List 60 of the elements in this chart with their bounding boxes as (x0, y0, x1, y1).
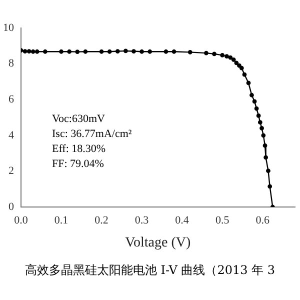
point (228, 55, 233, 60)
point (172, 49, 176, 54)
point (260, 126, 264, 130)
point (132, 49, 136, 54)
x-tick-label: 0.3 (134, 214, 150, 226)
annotation: Voc:630mV (52, 112, 106, 127)
y-tick-label: 8 (8, 58, 14, 70)
text: 高效多晶黑硅太阳能电池 I-V 曲线（2013 年 3 (24, 262, 276, 279)
point (252, 99, 257, 104)
point (250, 92, 254, 98)
point (234, 60, 239, 66)
annotation: Isc: 36.77mA/cm² (52, 127, 132, 142)
point (26, 49, 32, 54)
point (258, 120, 262, 125)
point (262, 143, 268, 148)
point (242, 72, 247, 77)
x-tick-label: 0.2 (94, 214, 108, 226)
x-tick-label: 0.5 (215, 214, 230, 226)
point (123, 48, 128, 54)
point (237, 63, 242, 68)
point (115, 49, 120, 54)
y-tick-label: 10 (3, 22, 14, 34)
x-axis-title: Voltage (V) (125, 235, 191, 250)
point (34, 49, 40, 54)
point (256, 114, 261, 118)
annotation: FF: 79.04% (52, 157, 105, 172)
point (99, 49, 104, 54)
x-tick-label: 0.0 (14, 214, 28, 226)
point (220, 53, 225, 58)
y-tick-label: 6 (8, 93, 14, 106)
point (261, 133, 266, 138)
point (268, 184, 272, 189)
point (266, 168, 270, 174)
point (204, 50, 208, 56)
point (140, 49, 144, 54)
point (67, 49, 72, 54)
point (59, 49, 64, 54)
point (224, 54, 229, 58)
point (107, 49, 112, 54)
point (212, 52, 216, 56)
annotation: Eff: 18.30% (52, 142, 107, 157)
point (239, 66, 244, 70)
point (42, 49, 48, 54)
point (264, 155, 268, 160)
point (231, 57, 236, 62)
point (164, 49, 168, 54)
x-tick-label: 0.1 (54, 214, 68, 226)
y-tick-label: 4 (8, 129, 14, 142)
x-tick-label: 0.4 (175, 214, 190, 226)
x-tick-label: 0.6 (256, 214, 270, 226)
point (83, 49, 88, 54)
point (188, 50, 192, 54)
y-tick-label: 0 (8, 200, 14, 213)
point (148, 49, 152, 54)
point (246, 80, 251, 86)
point (254, 106, 259, 111)
point (22, 49, 28, 54)
point (75, 50, 80, 54)
point (30, 49, 36, 54)
y-tick-label: 2 (8, 165, 14, 178)
